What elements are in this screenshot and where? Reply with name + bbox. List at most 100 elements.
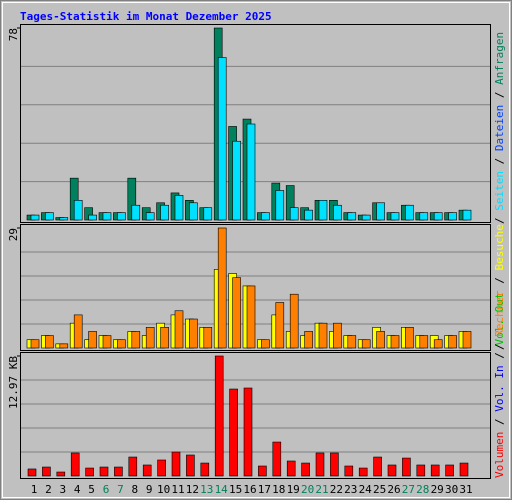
bar: [419, 335, 429, 349]
bar: [416, 464, 426, 477]
bar: [376, 202, 385, 221]
bar: [462, 209, 472, 221]
bar: [289, 293, 299, 349]
x-tick-label: 29: [431, 483, 444, 496]
x-tick-label: 12: [186, 483, 199, 496]
x-tick-label: 26: [387, 483, 400, 496]
bar: [59, 343, 69, 349]
x-tick-label: 3: [59, 483, 66, 496]
bar: [373, 456, 382, 477]
x-tick-label: 14: [215, 483, 229, 496]
bar: [315, 452, 325, 477]
bar: [232, 140, 241, 221]
bar: [246, 123, 256, 221]
x-tick-label: 13: [200, 483, 213, 496]
bar: [88, 214, 97, 221]
legend-separator: /: [493, 412, 506, 432]
x-tick-label: 20: [301, 483, 314, 496]
bar: [390, 335, 400, 349]
bar: [85, 467, 94, 477]
x-tick-label: 31: [459, 483, 472, 496]
bar: [203, 327, 213, 349]
x-tick-label: 17: [258, 483, 271, 496]
legend-entry: Dateien: [493, 105, 506, 151]
bar: [171, 451, 181, 477]
bar: [157, 459, 166, 477]
bar: [333, 204, 342, 221]
x-tick-label: 16: [243, 483, 256, 496]
x-tick-label: 2: [45, 483, 52, 496]
bar: [272, 441, 282, 477]
bar: [405, 327, 414, 349]
bar: [73, 200, 83, 221]
bar: [246, 285, 256, 349]
legend-separator: /: [493, 151, 506, 171]
x-tick-label: 19: [287, 483, 300, 496]
bar: [117, 212, 126, 221]
legend: Volumen / Vol. In / Vol. Out: [493, 293, 506, 478]
bar: [128, 456, 138, 477]
bar: [433, 339, 443, 349]
legend-entry: Rechner: [493, 290, 506, 337]
y-tick-label: 12.97 KB: [7, 356, 20, 409]
bar: [45, 212, 54, 221]
bar: [217, 57, 227, 221]
chart-title: Tages-Statistik im Monat Dezember 2025: [20, 10, 272, 23]
legend-separator: /: [493, 346, 506, 366]
bar: [117, 339, 126, 349]
bar: [174, 195, 184, 221]
plot-area: [20, 352, 491, 479]
bar: [304, 209, 313, 221]
bar: [200, 462, 210, 477]
bar: [30, 339, 40, 349]
x-tick-label: 6: [103, 483, 110, 496]
bar: [145, 212, 155, 221]
legend-separator: /: [493, 211, 506, 224]
legend-entry: Besuche: [493, 224, 506, 270]
bar: [430, 464, 440, 477]
bar: [390, 212, 400, 221]
legend-entry: Vol. Out: [493, 293, 506, 346]
bar: [445, 464, 454, 477]
x-tick-label: 28: [416, 483, 429, 496]
bar: [261, 212, 270, 221]
bar: [261, 339, 270, 349]
plot-area: [20, 24, 491, 223]
legend-entry: Volumen: [493, 432, 506, 478]
bar: [258, 465, 267, 477]
bar: [232, 277, 241, 349]
bar: [174, 310, 184, 349]
bar: [102, 212, 112, 221]
bar: [70, 452, 80, 477]
bar: [27, 468, 37, 477]
x-tick-label: 27: [402, 483, 415, 496]
bar: [186, 454, 195, 477]
bar: [347, 212, 357, 221]
bar: [448, 335, 457, 349]
x-tick-label: 15: [229, 483, 242, 496]
x-tick-label: 22: [330, 483, 343, 496]
x-tick-label: 1: [31, 483, 38, 496]
bar: [114, 466, 123, 477]
bar: [73, 314, 83, 349]
legend-separator: /: [493, 271, 506, 291]
legend-separator: /: [493, 85, 506, 105]
x-tick-label: 4: [74, 483, 81, 496]
bar: [318, 322, 328, 349]
bar: [344, 465, 354, 477]
bar: [347, 335, 357, 349]
bar: [433, 212, 443, 221]
bar: [405, 204, 414, 221]
x-tick-label: 18: [272, 483, 285, 496]
bar: [419, 212, 429, 221]
bar: [229, 388, 238, 477]
x-tick-label: 8: [131, 483, 138, 496]
bar: [99, 466, 109, 477]
x-tick-label: 10: [157, 483, 170, 496]
y-tick-label: 29: [7, 228, 20, 241]
legend-separator: /: [493, 337, 506, 350]
bar: [189, 318, 198, 349]
